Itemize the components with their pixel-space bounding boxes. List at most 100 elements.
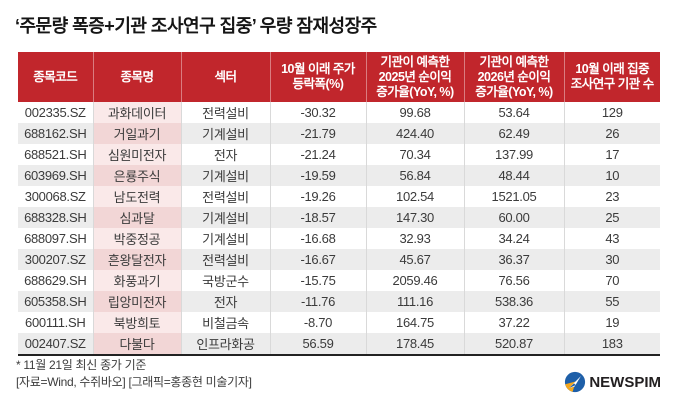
org-count-cell: 17 — [563, 144, 660, 165]
org-count-cell: 43 — [563, 228, 660, 249]
stock-name-cell: 북방희토 — [92, 312, 181, 333]
table-header: 종목코드 종목명 섹터 10월 이래 주가 등락폭(%) 기관이 예측한 2025년 순… — [18, 52, 660, 102]
profit-2025-cell: 56.84 — [365, 165, 464, 186]
table-row: 300068.SZ 남도전력 전력설비 -19.26 102.54 1521.05 23 — [18, 186, 660, 207]
stock-code-cell: 002335.SZ — [18, 102, 93, 123]
sector-cell: 기계설비 — [180, 123, 270, 144]
org-count-cell: 183 — [563, 333, 660, 355]
profit-2026-cell: 1521.05 — [463, 186, 564, 207]
price-change-cell: -11.76 — [269, 291, 366, 312]
table-row: 605358.SH 립앙미전자 전자 -11.76 111.16 538.36 55 — [18, 291, 660, 312]
profit-2025-cell: 178.45 — [365, 333, 464, 355]
stock-name-cell: 남도전력 — [92, 186, 181, 207]
table-row: 688097.SH 박중정공 기계설비 -16.68 32.93 34.24 43 — [18, 228, 660, 249]
sector-cell: 인프라화공 — [180, 333, 270, 355]
price-change-cell: -15.75 — [269, 270, 366, 291]
price-change-cell: -30.32 — [269, 102, 366, 123]
profit-2025-cell: 424.40 — [365, 123, 464, 144]
table-row: 300207.SZ 흔왕달전자 전력설비 -16.67 45.67 36.37 30 — [18, 249, 660, 270]
table-row: 002407.SZ 다불다 인프라화공 56.59 178.45 520.87 183 — [18, 333, 660, 355]
price-change-cell: 56.59 — [269, 333, 366, 355]
newspim-logo: NEWSPIM — [564, 371, 661, 393]
column-header-price-change: 10월 이래 주가 등락폭(%) — [269, 52, 366, 102]
profit-2025-cell: 111.16 — [365, 291, 464, 312]
column-header-stock-name: 종목명 — [92, 52, 181, 102]
sector-cell: 기계설비 — [180, 228, 270, 249]
sector-cell: 전력설비 — [180, 249, 270, 270]
profit-2026-cell: 60.00 — [463, 207, 564, 228]
table-row: 688521.SH 심원미전자 전자 -21.24 70.34 137.99 17 — [18, 144, 660, 165]
table-row: 002335.SZ 과화데이터 전력설비 -30.32 99.68 53.64 129 — [18, 102, 660, 123]
sector-cell: 전자 — [180, 144, 270, 165]
sector-cell: 기계설비 — [180, 207, 270, 228]
stock-code-cell: 300068.SZ — [18, 186, 93, 207]
column-header-stock-code: 종목코드 — [18, 52, 93, 102]
table-row: 603969.SH 은룡주식 기계설비 -19.59 56.84 48.44 10 — [18, 165, 660, 186]
table-header-row: 종목코드 종목명 섹터 10월 이래 주가 등락폭(%) 기관이 예측한 2025년 순… — [18, 52, 660, 102]
sector-cell: 전력설비 — [180, 102, 270, 123]
org-count-cell: 25 — [563, 207, 660, 228]
price-change-cell: -21.24 — [269, 144, 366, 165]
stock-code-cell: 605358.SH — [18, 291, 93, 312]
table-row: 600111.SH 북방희토 비철금속 -8.70 164.75 37.22 19 — [18, 312, 660, 333]
price-change-cell: -16.68 — [269, 228, 366, 249]
stock-code-cell: 603969.SH — [18, 165, 93, 186]
stock-name-cell: 심과달 — [92, 207, 181, 228]
profit-2026-cell: 53.64 — [463, 102, 564, 123]
profit-2025-cell: 102.54 — [365, 186, 464, 207]
price-change-cell: -16.67 — [269, 249, 366, 270]
stock-code-cell: 688521.SH — [18, 144, 93, 165]
column-header-org-count: 10월 이래 집중 조사연구 기관 수 — [563, 52, 660, 102]
profit-2026-cell: 34.24 — [463, 228, 564, 249]
price-change-cell: -18.57 — [269, 207, 366, 228]
profit-2026-cell: 520.87 — [463, 333, 564, 355]
profit-2025-cell: 147.30 — [365, 207, 464, 228]
org-count-cell: 26 — [563, 123, 660, 144]
table-row: 688162.SH 거일과기 기계설비 -21.79 424.40 62.49 26 — [18, 123, 660, 144]
sector-cell: 기계설비 — [180, 165, 270, 186]
profit-2026-cell: 36.37 — [463, 249, 564, 270]
stock-name-cell: 심원미전자 — [92, 144, 181, 165]
org-count-cell: 30 — [563, 249, 660, 270]
org-count-cell: 70 — [563, 270, 660, 291]
stock-code-cell: 300207.SZ — [18, 249, 93, 270]
stock-name-cell: 은룡주식 — [92, 165, 181, 186]
profit-2025-cell: 32.93 — [365, 228, 464, 249]
stock-code-cell: 688629.SH — [18, 270, 93, 291]
profit-2026-cell: 62.49 — [463, 123, 564, 144]
stock-code-cell: 688328.SH — [18, 207, 93, 228]
stock-name-cell: 다불다 — [92, 333, 181, 355]
table-row: 688328.SH 심과달 기계설비 -18.57 147.30 60.00 25 — [18, 207, 660, 228]
stock-name-cell: 립앙미전자 — [92, 291, 181, 312]
stock-name-cell: 박중정공 — [92, 228, 181, 249]
table-body: 002335.SZ 과화데이터 전력설비 -30.32 99.68 53.64 129 688… — [18, 102, 660, 355]
stock-code-cell: 600111.SH — [18, 312, 93, 333]
org-count-cell: 19 — [563, 312, 660, 333]
footnote-credits: [자료=Wind, 수쥐바오] [그래픽=홍종현 미술기자] — [16, 375, 252, 389]
profit-2025-cell: 99.68 — [365, 102, 464, 123]
price-change-cell: -19.59 — [269, 165, 366, 186]
stock-name-cell: 거일과기 — [92, 123, 181, 144]
sector-cell: 전자 — [180, 291, 270, 312]
profit-2026-cell: 538.36 — [463, 291, 564, 312]
stock-code-cell: 002407.SZ — [18, 333, 93, 355]
profit-2026-cell: 37.22 — [463, 312, 564, 333]
stock-code-cell: 688097.SH — [18, 228, 93, 249]
column-header-sector: 섹터 — [180, 52, 270, 102]
sector-cell: 국방군수 — [180, 270, 270, 291]
price-change-cell: -19.26 — [269, 186, 366, 207]
stock-name-cell: 과화데이터 — [92, 102, 181, 123]
profit-2025-cell: 164.75 — [365, 312, 464, 333]
sector-cell: 전력설비 — [180, 186, 270, 207]
profit-2025-cell: 45.67 — [365, 249, 464, 270]
profit-2026-cell: 137.99 — [463, 144, 564, 165]
footnote-basis: * 11월 21일 최신 종가 기준 — [16, 358, 147, 372]
profit-2025-cell: 70.34 — [365, 144, 464, 165]
table-row: 688629.SH 화풍과기 국방군수 -15.75 2059.46 76.56 70 — [18, 270, 660, 291]
column-header-profit-2026: 기관이 예측한 2026년 순이익 증가율(YoY, %) — [463, 52, 564, 102]
org-count-cell: 10 — [563, 165, 660, 186]
org-count-cell: 55 — [563, 291, 660, 312]
stock-name-cell: 흔왕달전자 — [92, 249, 181, 270]
page-title: ‘주문량 폭증+기관 조사연구 집중’ 우량 잠재성장주 — [15, 16, 377, 36]
